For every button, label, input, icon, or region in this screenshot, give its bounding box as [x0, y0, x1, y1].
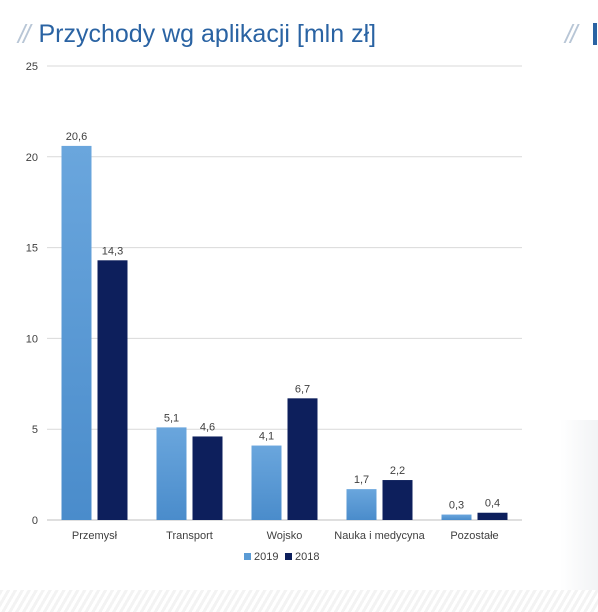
bar-2019 [156, 427, 187, 520]
data-label: 6,7 [295, 383, 310, 395]
bar-2019 [61, 145, 92, 521]
y-tick-label: 5 [32, 424, 38, 436]
chart-header: // Przychody wg aplikacji [mln zł] [18, 18, 376, 50]
data-label: 4,6 [200, 421, 215, 433]
data-label: 1,7 [354, 474, 369, 486]
data-label: 14,3 [102, 245, 123, 257]
bar-2019 [346, 489, 377, 520]
legend-swatch [244, 553, 251, 560]
decorative-fade [560, 420, 598, 590]
bar-chart: 0 5 10 15 20 25 20,6 14,3 Przemysł 5,1 4,6 Transpor… [26, 61, 522, 563]
bar-2018 [477, 512, 508, 520]
bar-2018 [192, 436, 223, 520]
y-tick-label: 10 [26, 333, 38, 345]
y-tick-label: 25 [26, 61, 38, 73]
data-label: 0,3 [449, 500, 464, 512]
x-tick-label: Przemysł [72, 530, 118, 542]
next-panel-decoration: // [565, 18, 578, 49]
next-panel-title-fragment [593, 23, 598, 45]
title-decoration: // [18, 18, 31, 49]
legend-label: 2019 [254, 551, 278, 563]
decorative-stripe-band [0, 590, 598, 612]
data-label: 2,2 [390, 465, 405, 477]
legend-swatch [285, 553, 292, 560]
legend-label: 2018 [295, 551, 319, 563]
x-tick-label: Nauka i medycyna [334, 530, 425, 542]
y-tick-label: 0 [32, 515, 38, 527]
chart-title: Przychody wg aplikacji [mln zł] [38, 19, 377, 48]
x-tick-label: Transport [166, 530, 213, 542]
next-panel-header: // [565, 18, 598, 50]
data-label: 0,4 [485, 498, 500, 510]
bar-2018 [382, 480, 413, 520]
y-tick-label: 20 [26, 152, 38, 164]
y-tick-label: 15 [26, 243, 38, 255]
x-tick-label: Wojsko [267, 530, 303, 542]
bar-2019 [441, 514, 472, 520]
data-label: 4,1 [259, 431, 274, 443]
bar-2019 [251, 445, 282, 520]
bar-2018 [287, 398, 318, 520]
data-label: 20,6 [66, 131, 87, 143]
bar-2018 [97, 260, 128, 520]
data-label: 5,1 [164, 412, 179, 424]
x-tick-label: Pozostałe [450, 530, 498, 542]
